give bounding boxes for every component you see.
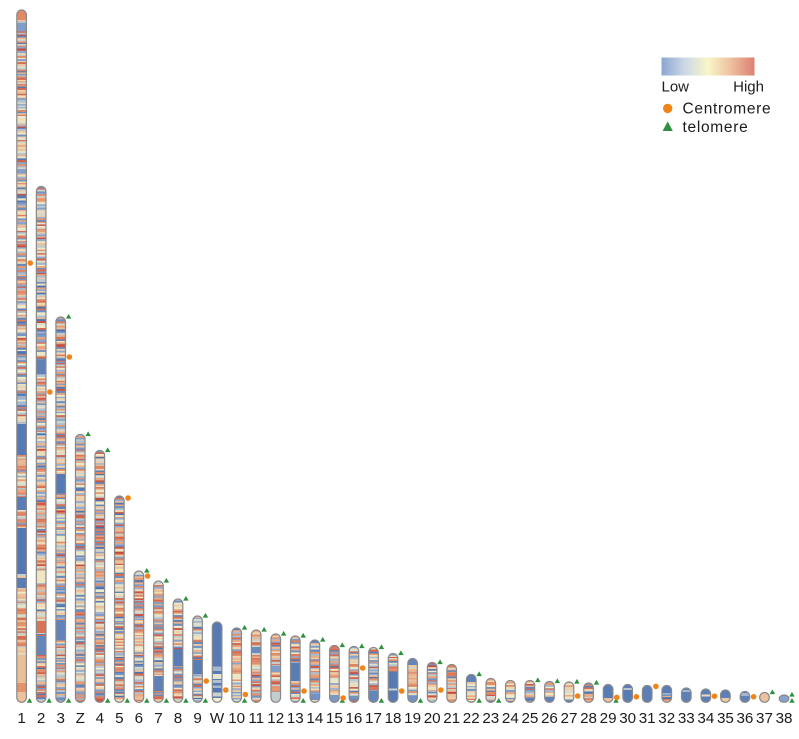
svg-text:4: 4 xyxy=(96,710,104,727)
svg-text:W: W xyxy=(210,710,225,727)
svg-text:14: 14 xyxy=(306,710,323,727)
svg-text:23: 23 xyxy=(482,710,499,727)
svg-text:Z: Z xyxy=(76,710,85,727)
svg-text:6: 6 xyxy=(135,710,143,727)
svg-text:36: 36 xyxy=(736,710,753,727)
svg-text:17: 17 xyxy=(365,710,382,727)
svg-text:3: 3 xyxy=(56,710,64,727)
svg-text:32: 32 xyxy=(658,710,675,727)
svg-text:19: 19 xyxy=(404,710,421,727)
svg-text:Centromere: Centromere xyxy=(683,101,772,118)
svg-text:35: 35 xyxy=(717,710,734,727)
svg-text:26: 26 xyxy=(541,710,558,727)
svg-text:29: 29 xyxy=(600,710,617,727)
svg-text:7: 7 xyxy=(154,710,162,727)
svg-text:9: 9 xyxy=(193,710,201,727)
svg-text:5: 5 xyxy=(115,710,123,727)
svg-text:21: 21 xyxy=(443,710,460,727)
svg-text:27: 27 xyxy=(561,710,578,727)
svg-text:telomere: telomere xyxy=(683,119,749,136)
svg-text:25: 25 xyxy=(521,710,538,727)
svg-text:18: 18 xyxy=(385,710,402,727)
svg-text:33: 33 xyxy=(678,710,695,727)
svg-text:8: 8 xyxy=(174,710,182,727)
svg-text:1: 1 xyxy=(17,710,25,727)
svg-text:16: 16 xyxy=(345,710,362,727)
svg-text:11: 11 xyxy=(248,710,264,727)
svg-text:High: High xyxy=(733,79,764,96)
svg-text:38: 38 xyxy=(776,710,793,727)
svg-text:24: 24 xyxy=(502,710,519,727)
svg-text:22: 22 xyxy=(463,710,480,727)
svg-text:34: 34 xyxy=(697,710,714,727)
svg-text:20: 20 xyxy=(424,710,441,727)
svg-text:13: 13 xyxy=(287,710,304,727)
svg-text:2: 2 xyxy=(37,710,45,727)
svg-text:30: 30 xyxy=(619,710,636,727)
svg-text:28: 28 xyxy=(580,710,597,727)
svg-text:Low: Low xyxy=(662,79,690,96)
svg-text:12: 12 xyxy=(267,710,284,727)
svg-text:10: 10 xyxy=(228,710,245,727)
svg-text:31: 31 xyxy=(639,710,656,727)
svg-text:15: 15 xyxy=(326,710,343,727)
svg-text:37: 37 xyxy=(756,710,773,727)
